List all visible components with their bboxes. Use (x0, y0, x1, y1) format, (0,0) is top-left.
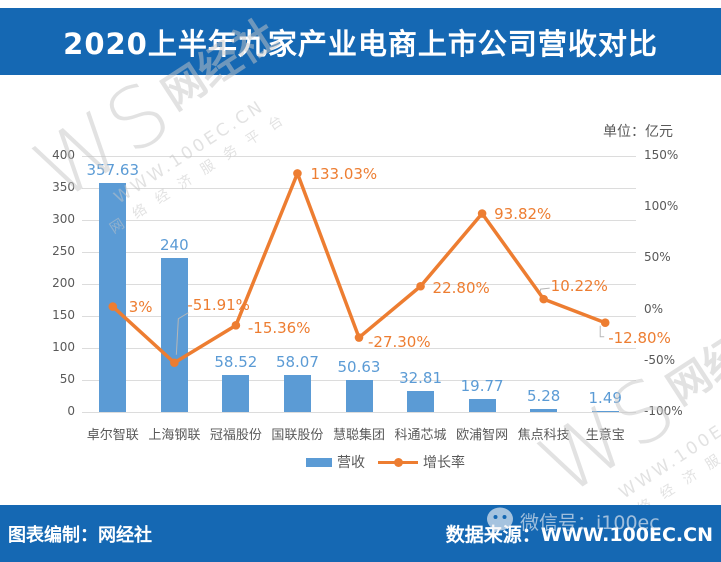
label-leader-line (175, 312, 189, 355)
growth-point (231, 321, 241, 330)
growth-point (108, 302, 118, 311)
growth-point (293, 169, 302, 178)
growth-point (170, 358, 179, 368)
growth-point (477, 209, 487, 218)
label-leader-line (599, 325, 605, 338)
legend-line-swatch (378, 457, 418, 467)
unit-note: 单位：亿元 (603, 124, 673, 140)
legend-bar-swatch (306, 457, 332, 467)
legend: 营收 增长率 (50, 452, 721, 472)
footer-credit: 图表编制：网经社 (8, 525, 152, 546)
wechat-id-text: 微信号：i100ec (520, 511, 660, 534)
title-banner: 2020上半年九家产业电商上市公司营收对比 (0, 8, 721, 75)
growth-point (539, 294, 548, 304)
legend-line-marker (394, 457, 403, 467)
growth-point (354, 333, 364, 342)
wechat-icon (487, 507, 513, 535)
legend-bar-label: 营收 (337, 455, 365, 471)
footer-bar: 图表编制：网经社 数据来源：WWW.100EC.CN 微信号：i100ec (0, 505, 721, 562)
legend-line-label: 增长率 (423, 455, 465, 471)
wechat-watermark: 微信号：i100ec (484, 505, 660, 537)
growth-point (600, 318, 610, 328)
growth-point (416, 281, 425, 291)
chart-title: 2020上半年九家产业电商上市公司营收对比 (63, 26, 658, 61)
footer-source: 数据来源：WWW.100EC.CN (445, 524, 713, 546)
